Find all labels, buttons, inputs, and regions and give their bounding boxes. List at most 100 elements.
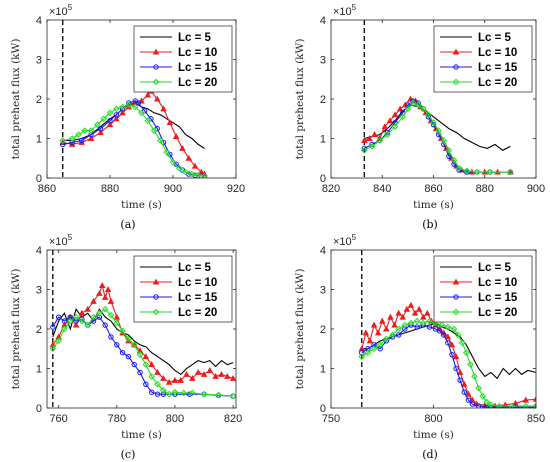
data-point-marker <box>59 137 67 144</box>
data-point-marker <box>50 324 56 330</box>
data-point-marker <box>456 369 464 375</box>
data-point-marker <box>135 100 142 106</box>
data-point-marker <box>201 172 208 178</box>
x-tick-label: 840 <box>373 183 391 195</box>
x-tick-label: 880 <box>101 183 119 195</box>
data-point-marker <box>137 369 143 376</box>
data-point-marker <box>180 389 187 397</box>
series-line-lc5 <box>364 104 511 151</box>
data-point-marker <box>460 380 468 387</box>
y-axis-label: total preheat flux (kW) <box>294 269 306 390</box>
legend-label: Lc = 20 <box>178 307 217 319</box>
data-point-marker <box>487 401 495 408</box>
data-point-marker <box>114 342 120 348</box>
data-point-marker <box>148 373 155 380</box>
data-point-marker <box>361 137 368 143</box>
data-point-marker <box>374 329 382 336</box>
data-point-marker <box>119 349 126 356</box>
data-point-marker <box>486 168 494 176</box>
data-point-marker <box>444 323 452 331</box>
data-point-marker <box>402 326 408 332</box>
data-point-marker <box>96 314 103 320</box>
data-point-marker <box>69 139 75 146</box>
y-exponent-label: ×105 <box>333 3 357 18</box>
data-point-marker <box>378 317 386 324</box>
data-point-marker <box>67 314 73 320</box>
data-point-marker <box>185 154 193 161</box>
series-group <box>59 87 208 178</box>
chart-panel-c: 760 780 800 820 0 1 2 3 4 ×105 time (s) total prehe… <box>10 233 242 461</box>
x-tick-label: 760 <box>49 413 67 425</box>
y-axis-label: total preheat flux (kW) <box>10 269 22 390</box>
data-point-marker <box>465 397 472 403</box>
data-point-marker <box>90 318 97 324</box>
data-point-marker <box>508 402 515 408</box>
data-point-marker <box>465 390 472 397</box>
data-point-marker <box>454 331 462 339</box>
legend-label: Lc = 5 <box>178 262 212 274</box>
legend-label: Lc = 15 <box>478 62 518 74</box>
data-point-marker <box>182 168 189 176</box>
data-point-marker <box>361 145 368 152</box>
y-exponent-label: ×105 <box>49 3 73 18</box>
legend-marker <box>153 64 159 70</box>
data-point-marker <box>381 123 389 130</box>
data-point-marker <box>453 365 459 372</box>
chart-panel-d: 750 800 850 0 1 2 3 4 ×105 time (s) total preheat … <box>294 233 545 461</box>
data-point-marker <box>411 309 419 316</box>
data-point-marker <box>426 317 433 325</box>
data-point-marker <box>113 112 120 118</box>
data-point-marker <box>479 392 487 400</box>
data-point-marker <box>188 170 196 178</box>
data-point-marker <box>364 349 372 357</box>
data-point-marker <box>106 121 114 128</box>
data-point-marker <box>61 321 68 328</box>
legend-box <box>433 255 533 323</box>
data-point-marker <box>415 305 423 312</box>
data-point-marker <box>532 395 536 402</box>
legend-marker <box>452 278 460 285</box>
data-point-marker <box>425 111 432 119</box>
legend-label: Lc = 15 <box>178 62 218 74</box>
legend-marker <box>452 308 460 316</box>
data-point-marker <box>387 313 394 320</box>
data-point-marker <box>113 319 121 327</box>
data-point-marker <box>455 164 463 172</box>
data-point-marker <box>414 324 420 330</box>
legend-label: Lc = 20 <box>178 77 217 89</box>
y-exponent-power: 5 <box>352 233 357 242</box>
data-point-marker <box>81 127 89 134</box>
data-point-marker <box>461 389 467 395</box>
data-point-marker <box>218 371 225 377</box>
legend-marker <box>453 64 459 70</box>
data-point-marker <box>457 377 463 384</box>
data-point-marker <box>172 133 180 140</box>
data-point-marker <box>445 340 451 346</box>
data-point-marker <box>467 361 474 368</box>
legend-label: Lc = 5 <box>178 32 212 44</box>
data-point-marker <box>78 137 85 144</box>
data-point-marker <box>88 131 94 138</box>
data-point-marker <box>395 309 402 316</box>
chart-panel-b: 820 840 860 880 900 0 1 2 3 4 ×105 time (s) total pr… <box>294 3 545 231</box>
data-point-marker <box>450 325 458 333</box>
data-point-marker <box>119 103 126 111</box>
legend-marker <box>452 48 460 55</box>
data-point-marker <box>138 109 145 117</box>
data-point-marker <box>108 334 114 340</box>
data-point-marker <box>96 290 103 296</box>
data-point-marker <box>186 391 193 397</box>
data-point-marker <box>119 109 126 116</box>
data-point-marker <box>107 118 113 124</box>
x-tick-label: 920 <box>227 183 245 195</box>
data-point-marker <box>84 305 91 312</box>
data-point-marker <box>445 147 453 154</box>
data-point-marker <box>72 313 80 321</box>
data-point-marker <box>229 374 236 381</box>
y-tick-label: 0 <box>320 173 326 185</box>
data-point-marker <box>169 158 177 166</box>
data-point-marker <box>452 353 460 360</box>
y-axis-label: total preheat flux (kW) <box>294 39 306 160</box>
data-point-marker <box>448 341 456 348</box>
data-point-marker <box>419 105 427 113</box>
